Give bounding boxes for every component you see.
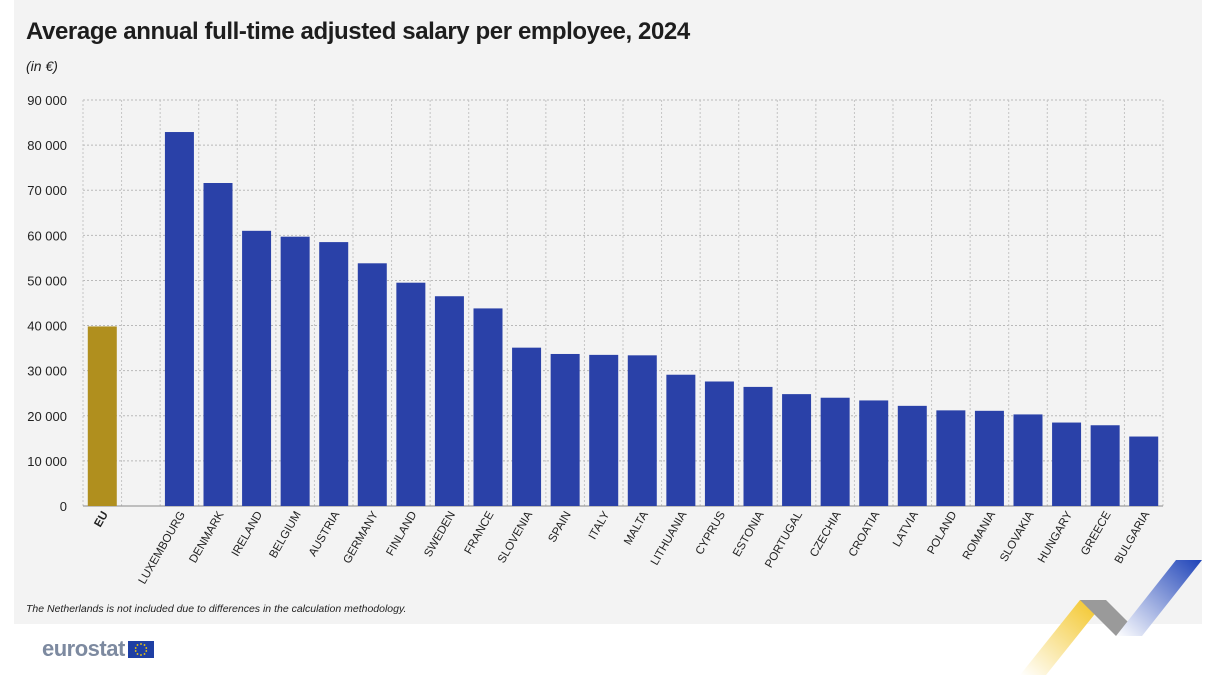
bar-denmark (203, 183, 233, 506)
x-tick-label: IRELAND (230, 510, 265, 559)
bar-croatia (859, 400, 889, 506)
bar-italy (589, 354, 619, 506)
x-tick-label: EU (92, 510, 110, 530)
x-tick-label: ROMANIA (961, 509, 998, 562)
x-tick-label: CYPRUS (694, 509, 729, 557)
y-tick-label: 90 000 (27, 93, 67, 108)
bar-eu (87, 326, 117, 506)
bar-finland (396, 282, 426, 506)
logo-text: eurostat (42, 636, 125, 661)
bar-greece (1090, 425, 1120, 506)
x-tick-label: FINLAND (384, 510, 419, 559)
chart-title: Average annual full-time adjusted salary… (26, 18, 690, 45)
bar-malta (627, 355, 657, 506)
y-tick-label: 10 000 (27, 454, 67, 469)
x-tick-label: BELGIUM (267, 510, 303, 561)
bar-sweden (434, 296, 464, 506)
x-tick-label: SPAIN (547, 510, 574, 545)
bar-slovenia (512, 347, 542, 506)
y-tick-label: 80 000 (27, 138, 67, 153)
x-tick-label: LITHUANIA (649, 509, 690, 567)
bar-austria (319, 242, 349, 506)
bar-bulgaria (1129, 436, 1159, 506)
bar-ireland (242, 230, 272, 507)
eu-flag-icon (127, 640, 154, 658)
bar-lithuania (666, 374, 696, 506)
bar-romania (974, 410, 1004, 506)
bar-germany (357, 263, 387, 506)
bar-latvia (897, 405, 927, 506)
bar-slovakia (1013, 414, 1043, 506)
x-tick-label: POLAND (925, 510, 959, 557)
chart-subtitle: (in €) (26, 58, 58, 74)
y-tick-label: 30 000 (27, 364, 67, 379)
bar-cyprus (704, 381, 734, 506)
chart-footnote: The Netherlands is not included due to d… (26, 603, 407, 615)
x-tick-label: PORTUGAL (763, 509, 805, 570)
bar-portugal (782, 394, 812, 506)
bar-poland (936, 410, 966, 506)
x-tick-label: GREECE (1079, 509, 1114, 557)
x-tick-label: CROATIA (847, 509, 883, 559)
eurostat-logo: eurostat (42, 636, 154, 662)
x-tick-label: FRANCE (463, 509, 497, 556)
y-tick-label: 20 000 (27, 409, 67, 424)
x-tick-label: ESTONIA (731, 509, 767, 559)
x-tick-label: CZECHIA (808, 509, 844, 559)
x-tick-label: AUSTRIA (307, 509, 342, 558)
x-tick-label: LUXEMBOURG (137, 509, 188, 586)
x-tick-label: GERMANY (341, 509, 381, 566)
bar-chart: 0 10 000 20 000 30 000 40 000 50 000 60 000 70 … (27, 93, 1164, 586)
y-tick-label: 70 000 (27, 183, 67, 198)
y-tick-label: 50 000 (27, 273, 67, 288)
eurostat-corner-stripes-icon (1020, 560, 1202, 675)
y-tick-label: 40 000 (27, 319, 67, 334)
x-tick-label: SWEDEN (422, 510, 458, 560)
bar-luxembourg (164, 132, 194, 507)
bar-czechia (820, 397, 850, 506)
x-tick-label: MALTA (622, 509, 651, 547)
x-tick-label: LATVIA (891, 509, 921, 549)
x-tick-label: SLOVENIA (496, 509, 535, 565)
bar-estonia (743, 386, 773, 506)
bar-spain (550, 353, 580, 506)
x-tick-label: DENMARK (187, 509, 226, 565)
y-tick-label: 0 (60, 499, 67, 514)
bar-france (473, 308, 503, 506)
bar-belgium (280, 236, 310, 507)
y-tick-label: 60 000 (27, 228, 67, 243)
bar-hungary (1052, 422, 1082, 506)
x-tick-label: ITALY (587, 509, 613, 541)
